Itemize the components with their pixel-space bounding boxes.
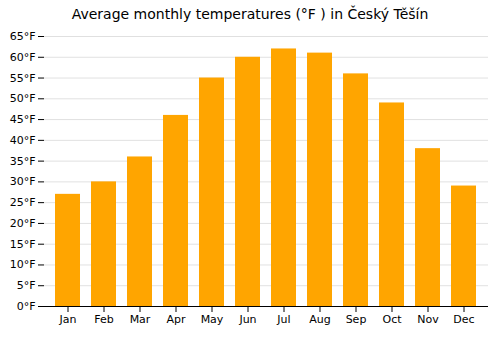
svg-text:40°F: 40°F [10, 134, 36, 147]
svg-text:20°F: 20°F [10, 217, 36, 230]
svg-text:Oct: Oct [382, 313, 402, 326]
svg-text:Mar: Mar [130, 313, 151, 326]
svg-text:15°F: 15°F [10, 238, 36, 251]
html-text:Average monthly temperatures (: Average monthly temperatures (°F ) in Če… [71, 6, 429, 22]
svg-text:10°F: 10°F [10, 258, 36, 271]
svg-text:Jul: Jul [276, 313, 290, 326]
svg-text:30°F: 30°F [10, 175, 36, 188]
svg-text:Nov: Nov [417, 313, 439, 326]
svg-text:55°F: 55°F [10, 72, 36, 85]
svg-text:Feb: Feb [94, 313, 113, 326]
svg-text:50°F: 50°F [10, 92, 36, 105]
svg-text:Dec: Dec [453, 313, 474, 326]
svg-text:25°F: 25°F [10, 196, 36, 209]
svg-text:5°F: 5°F [17, 279, 36, 292]
svg-text:Jan: Jan [59, 313, 77, 326]
svg-text:May: May [201, 313, 224, 326]
svg-text:0°F: 0°F [17, 300, 36, 313]
svg-text:45°F: 45°F [10, 113, 36, 126]
svg-text:Sep: Sep [346, 313, 367, 326]
svg-text:Apr: Apr [166, 313, 186, 326]
svg-text:60°F: 60°F [10, 51, 36, 64]
svg-text:65°F: 65°F [10, 30, 36, 43]
svg-text:35°F: 35°F [10, 155, 36, 168]
svg-text:Jun: Jun [238, 313, 256, 326]
svg-text:Aug: Aug [309, 313, 330, 326]
